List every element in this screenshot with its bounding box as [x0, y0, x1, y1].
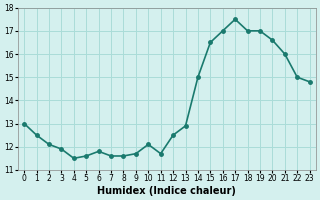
X-axis label: Humidex (Indice chaleur): Humidex (Indice chaleur): [98, 186, 236, 196]
